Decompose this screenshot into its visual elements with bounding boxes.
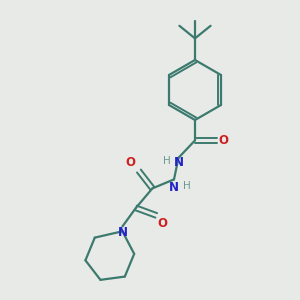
Text: O: O [158,217,168,230]
Text: H: H [163,156,171,166]
Text: N: N [169,181,179,194]
Text: H: H [183,181,190,191]
Text: N: N [117,226,128,239]
Text: O: O [125,157,135,169]
Text: O: O [218,134,228,147]
Text: N: N [173,156,184,169]
